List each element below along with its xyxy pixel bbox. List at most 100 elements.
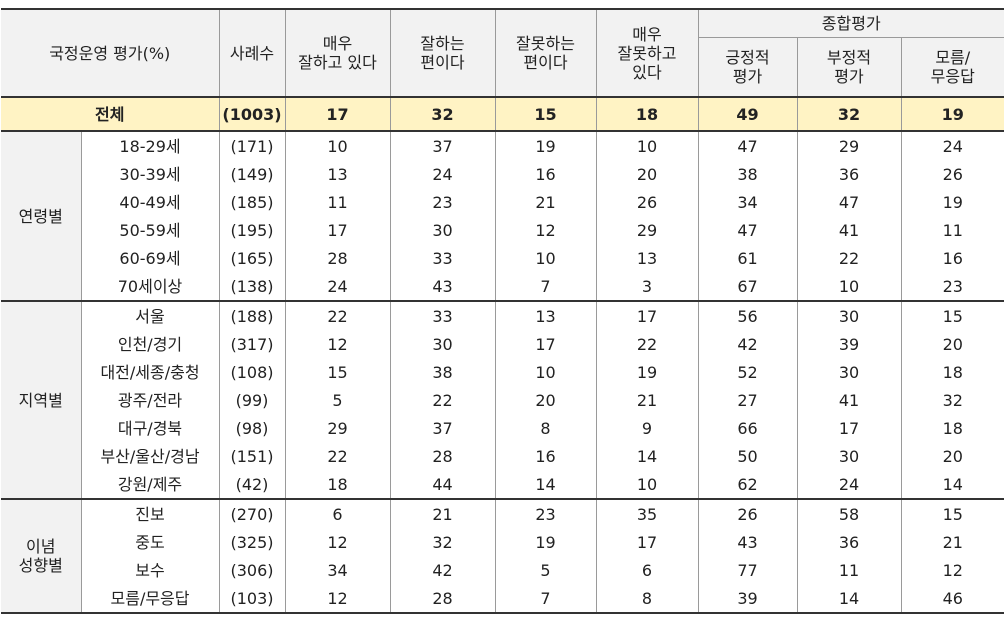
cell-value: 17 (596, 528, 699, 556)
table-row: 40-49세 (185) 11 23 21 26 34 47 19 (1, 188, 1004, 216)
group-label: 연령별 (1, 131, 82, 301)
cell-value: 47 (698, 131, 798, 160)
row-label: 서울 (81, 300, 220, 330)
cell-value: 7 (495, 272, 597, 301)
row-label: 30-39세 (81, 160, 220, 188)
cell-value: 22 (285, 442, 391, 470)
cell-value: 21 (596, 386, 699, 414)
cell-value: 67 (698, 272, 798, 301)
cell-value: 17 (596, 300, 699, 330)
total-value: 32 (390, 96, 496, 132)
cell-value: 16 (942, 248, 963, 268)
total-value: 32 (797, 96, 902, 132)
table-row: 이념 성향별 진보 (270) 6 21 23 35 26 58 15 (1, 498, 1004, 614)
cell-value: 19 (495, 131, 597, 160)
cell-value: 26 (596, 188, 699, 216)
cell-value: 34 (285, 556, 391, 584)
row-label: 18-29세 (81, 131, 220, 160)
cell-line: 매우 (632, 24, 662, 44)
cell-value: 20 (596, 160, 699, 188)
header-unknown: 모름/무응답 (901, 36, 1004, 97)
total-value: 19 (901, 96, 1004, 132)
table-row: 연령별 18-29세 (171) 10 37 19 10 47 29 24 (1, 131, 1004, 301)
cell-line: 무응답 (930, 66, 975, 86)
row-label: 대구/경북 (81, 414, 220, 442)
cell-value: 62 (698, 470, 798, 499)
table-row: 광주/전라 (99) 5 22 20 21 27 41 32 (1, 386, 1004, 414)
cell-value: 17 (797, 414, 902, 442)
row-cases: (317) (219, 330, 286, 358)
row-label: 부산/울산/경남 (81, 442, 220, 470)
cell-value: 38 (698, 160, 798, 188)
cell-value: 23 (942, 276, 963, 296)
cell-value: 46 (901, 584, 1004, 614)
row-cases: (138) (219, 272, 286, 301)
cell-line: 평가 (834, 66, 864, 86)
cell-value: 12 (942, 560, 963, 580)
cell-value: 20 (942, 446, 963, 466)
cell-value: 24 (285, 272, 391, 301)
cell-value: 38 (390, 358, 496, 386)
table-row: 강원/제주 (42) 18 44 14 10 62 24 14 (1, 470, 1004, 499)
cell-value: 10 (596, 470, 699, 499)
cell-value: 42 (390, 556, 496, 584)
cell-value: 56 (698, 300, 798, 330)
cell-value: 10 (596, 131, 699, 160)
cell-value: 15 (901, 498, 1004, 528)
cell-value: 10 (495, 358, 597, 386)
cell-value: 77 (698, 556, 798, 584)
cell-value: 43 (390, 272, 496, 301)
cell-value: 11 (797, 556, 902, 584)
cell-value: 29 (596, 216, 699, 244)
table-row: 60-69세 (165) 28 33 10 13 61 22 16 (1, 244, 1004, 272)
cell-value: 36 (797, 160, 902, 188)
total-value: 18 (596, 96, 699, 132)
total-label: 전체 (1, 96, 220, 132)
table-row: 인천/경기 (317) 12 30 17 22 42 39 20 (1, 330, 1004, 358)
cell-value: 61 (698, 244, 798, 272)
row-label: 진보 (81, 498, 220, 528)
group-label: 이념 성향별 (1, 498, 82, 614)
cell-value: 35 (596, 498, 699, 528)
table-row: 대전/세종/충청 (108) 15 38 10 19 52 30 18 (1, 358, 1004, 386)
cell-value: 52 (698, 358, 798, 386)
total-value: 49 (698, 96, 798, 132)
table-row: 대구/경북 (98) 29 37 8 9 66 17 18 (1, 414, 1004, 442)
row-label: 50-59세 (81, 216, 220, 244)
row-cases: (188) (219, 300, 286, 330)
cell-value: 18 (942, 418, 963, 438)
cell-value: 8 (495, 414, 597, 442)
cell-value: 17 (285, 216, 391, 244)
row-label: 광주/전라 (81, 386, 220, 414)
total-row: 전체 (1003) 17 32 15 18 49 32 19 (1, 96, 1004, 132)
cell-line: 모름/ (935, 47, 971, 67)
cell-value: 43 (698, 528, 798, 556)
cell-value: 22 (797, 244, 902, 272)
cell-value: 30 (797, 300, 902, 330)
cell-value: 32 (942, 390, 963, 410)
cell-value: 14 (495, 470, 597, 499)
cell-value: 30 (797, 442, 902, 470)
table-row: 모름/무응답 (103) 12 28 7 8 39 14 46 (1, 584, 1004, 614)
row-label: 모름/무응답 (81, 584, 220, 614)
cell-line: 지역별 (18, 390, 63, 410)
cell-value: 18 (942, 362, 963, 382)
row-cases: (99) (219, 386, 286, 414)
cell-value: 26 (698, 498, 798, 528)
cell-value: 58 (797, 498, 902, 528)
cell-value: 21 (495, 188, 597, 216)
cell-value: 13 (596, 244, 699, 272)
cell-value: 50 (698, 442, 798, 470)
cell-line: 부정적 (826, 47, 872, 67)
cell-value: 22 (390, 386, 496, 414)
cell-value: 11 (285, 188, 391, 216)
cell-value: 21 (390, 498, 496, 528)
cell-line: 평가 (732, 66, 763, 86)
cell-value: 42 (698, 330, 798, 358)
row-cases: (98) (219, 414, 286, 442)
cell-value: 10 (495, 244, 597, 272)
cell-line: 긍정적 (725, 47, 770, 67)
cell-value: 18 (285, 470, 391, 499)
table-row: 지역별 서울 (188) 22 33 13 17 56 30 15 (1, 300, 1004, 499)
cell-value: 32 (390, 528, 496, 556)
